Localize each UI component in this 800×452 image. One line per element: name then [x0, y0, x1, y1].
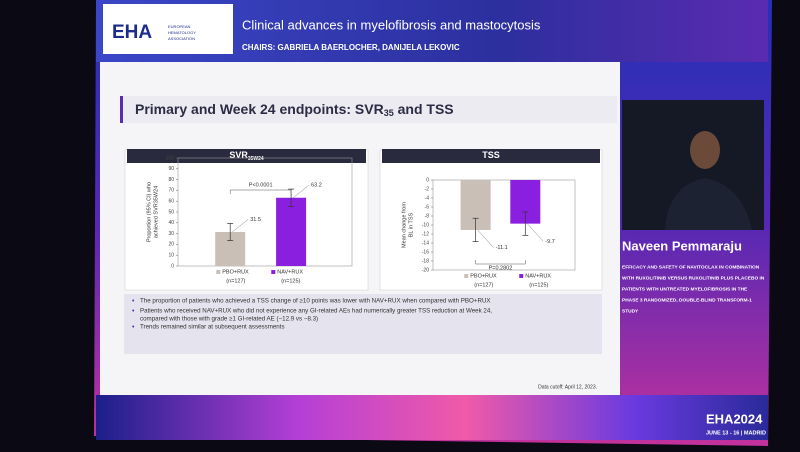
bar	[276, 197, 307, 266]
y-tick-label: -16	[422, 249, 429, 255]
p-value: P<0.0001	[249, 182, 273, 188]
value-label: 63.2	[311, 183, 322, 189]
label-leader	[232, 219, 249, 233]
value-label: -11.1	[496, 245, 508, 251]
legend-swatch	[216, 270, 221, 274]
bullet-dot: •	[132, 308, 135, 315]
value-label: -9.7	[545, 239, 554, 245]
y-axis-label: Mean change from	[401, 202, 407, 248]
study-line: PATIENTS WITH UNTREATED MYELOFIBROSIS IN…	[622, 286, 748, 292]
event: EHA2024	[706, 411, 763, 426]
p-value: P=0.2802	[489, 265, 513, 271]
y-tick-label: -20	[422, 267, 429, 273]
y-axis-label: BL in TSS	[408, 212, 414, 237]
logo-sub: EUROPEAN	[168, 24, 191, 29]
speaker-body	[665, 178, 752, 230]
study-line: WITH RUXOLITINIB VERSUS RUXOLITINIB PLUS…	[622, 275, 765, 281]
chart-title-part: SVR	[229, 150, 248, 160]
study-line: STUDY	[622, 308, 639, 314]
y-tick-label: -18	[422, 258, 429, 264]
event-date: JUNE 13 - 16 | MADRID	[706, 430, 766, 436]
y-tick-label: 0	[426, 177, 429, 183]
study-line: EFFICACY AND SAFETY OF NAVITOCLAX IN COM…	[622, 264, 760, 270]
legend-swatch	[464, 274, 469, 278]
y-tick-label: 60	[168, 199, 174, 205]
chart-title-part: 35W24	[248, 156, 264, 162]
slide-title-sub: 35	[384, 108, 394, 118]
study: EFFICACY AND SAFETY OF NAVITOCLAX IN COM…	[622, 264, 765, 314]
legend-n: (n=125)	[281, 278, 300, 284]
label-leader	[292, 184, 310, 198]
y-tick-label: 90	[168, 166, 174, 172]
y-axis-label: achieved SVR35W24	[153, 186, 159, 238]
logo-sub: ASSOCIATION	[168, 36, 195, 41]
legend-n: (n=127)	[226, 278, 245, 284]
bullet-text: Patients who received NAV+RUX who did no…	[140, 308, 492, 315]
y-tick-label: -14	[422, 240, 429, 246]
y-tick-label: 50	[168, 209, 174, 215]
y-tick-label: 40	[168, 220, 174, 226]
slide-title-part: and TSS	[394, 101, 454, 117]
bullet-text: The proportion of patients who achieved …	[140, 298, 491, 305]
chart-title: TSS	[482, 150, 500, 160]
title-accent	[120, 96, 123, 123]
y-tick-label: -12	[422, 231, 429, 237]
p-bracket	[229, 189, 292, 194]
p-bracket	[475, 260, 526, 265]
session-title: Clinical advances in myelofibrosis and m…	[242, 17, 541, 32]
speaker-name: Naveen Pemmaraju	[622, 238, 742, 253]
y-tick-label: -8	[425, 213, 430, 219]
cutoff: Data cutoff: April 12, 2023.	[538, 384, 597, 390]
y-tick-label: -6	[425, 204, 430, 210]
y-tick-label: -10	[422, 222, 429, 228]
legend-swatch	[519, 274, 524, 278]
study-line: PHASE 3 RANDOMIZED, DOUBLE-BLIND TRANSFO…	[622, 297, 752, 303]
y-tick-label: 100	[166, 155, 175, 161]
y-tick-label: -2	[425, 186, 430, 192]
legend-swatch	[271, 270, 276, 274]
y-tick-label: 70	[168, 188, 174, 194]
legend-label: NAV+RUX	[525, 273, 551, 279]
y-tick-label: 30	[168, 231, 174, 237]
bullet-box	[124, 294, 602, 354]
chart-title-band	[127, 149, 366, 163]
slide-title-part: Primary and Week 24 endpoints: SVR	[135, 101, 384, 117]
chairs: CHAIRS: GABRIELA BAERLOCHER, DANIJELA LE…	[242, 43, 460, 52]
legend-label: PBO+RUX	[470, 273, 497, 279]
speaker-head	[690, 131, 720, 169]
bottom-band	[96, 395, 768, 440]
y-tick-label: 80	[168, 177, 174, 183]
bullet-dot: •	[132, 298, 135, 305]
logo-box	[103, 4, 233, 54]
chart-title-part: TSS	[482, 150, 500, 160]
y-axis-label: Proportion (95% CI) who	[146, 182, 152, 242]
slide-title: Primary and Week 24 endpoints: SVR35 and…	[135, 101, 454, 119]
legend-n: (n=125)	[529, 282, 548, 288]
y-tick-label: -4	[425, 195, 430, 201]
bullets: • The proportion of patients who achieved…	[132, 298, 492, 331]
chart-title: SVR35W24	[229, 150, 264, 162]
logo: EHA	[112, 22, 152, 43]
logo-sub: HEMATOLOGY	[168, 30, 196, 35]
chart-title-band	[382, 149, 600, 163]
y-tick-label: 20	[168, 242, 174, 248]
bullet-text: Trends remained similar at subsequent as…	[140, 324, 285, 331]
slide-title-bg	[120, 96, 617, 123]
bullet-dot: •	[132, 324, 135, 331]
label-leader	[527, 223, 544, 242]
y-tick-label: 0	[171, 263, 174, 269]
label-leader	[477, 229, 494, 248]
legend-label: NAV+RUX	[277, 269, 303, 275]
legend-n: (n=127)	[474, 282, 493, 288]
bullet-text: compared with those with grade ≥1 GI-rel…	[140, 316, 318, 323]
value-label: 31.5	[250, 217, 261, 223]
chart-panel	[124, 149, 369, 291]
y-tick-label: 10	[168, 253, 174, 259]
legend-label: PBO+RUX	[222, 269, 249, 275]
